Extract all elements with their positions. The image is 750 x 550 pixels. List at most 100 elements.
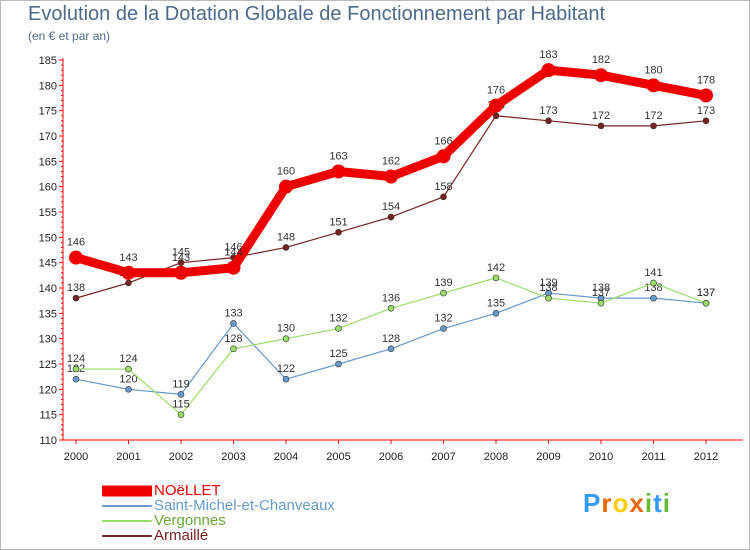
legend-label-noellet: NOëLLET (154, 482, 221, 499)
data-label: 151 (329, 216, 347, 228)
data-label: 144 (224, 247, 242, 259)
y-tick-label: 170 (39, 131, 57, 143)
x-tick-label: 2003 (221, 451, 245, 463)
data-point (492, 274, 500, 282)
y-tick-label: 185 (39, 55, 57, 67)
y-tick-label: 140 (39, 283, 57, 295)
data-point (177, 259, 185, 266)
data-point (650, 279, 657, 287)
data-label: 122 (277, 363, 295, 375)
data-point (335, 360, 342, 368)
y-tick-label: 120 (39, 384, 57, 396)
data-point (282, 244, 290, 251)
data-label: 145 (172, 247, 190, 259)
data-point (545, 294, 552, 302)
data-point (436, 149, 451, 164)
data-point (174, 265, 188, 280)
y-tick-label: 180 (39, 80, 57, 92)
y-tick-label: 110 (39, 435, 57, 447)
data-point (72, 294, 80, 302)
x-tick-label: 2002 (169, 451, 193, 463)
data-label: 132 (329, 313, 347, 325)
data-point (545, 117, 552, 125)
data-label: 136 (382, 292, 400, 304)
data-label: 146 (67, 237, 85, 249)
x-tick-label: 2004 (274, 451, 298, 463)
chart-title: Evolution de la Dotation Globale de Fonc… (28, 3, 606, 25)
data-label: 135 (487, 297, 505, 309)
data-label: 182 (592, 54, 610, 66)
data-label: 138 (539, 282, 557, 294)
data-point (335, 325, 342, 332)
data-point (650, 122, 657, 130)
legend-swatch-saint-michel (102, 504, 152, 507)
data-label: 139 (539, 277, 557, 289)
data-label: 143 (119, 252, 137, 264)
logo-letter: i (662, 488, 671, 518)
data-label: 128 (224, 333, 242, 345)
data-point (72, 365, 80, 373)
data-point (125, 386, 132, 393)
y-tick-label: 135 (39, 308, 57, 320)
data-point (72, 375, 80, 383)
data-point (492, 310, 500, 317)
data-label: 132 (434, 313, 452, 325)
data-point (384, 169, 398, 184)
x-tick-label: 2000 (64, 451, 88, 463)
data-point (440, 193, 447, 201)
data-point (282, 335, 290, 342)
data-point (387, 304, 395, 312)
logo-letter: t (653, 488, 663, 518)
data-label: 146 (224, 242, 242, 254)
data-point (121, 265, 136, 280)
data-point (125, 279, 132, 287)
data-label: 148 (277, 231, 295, 243)
data-label: 162 (382, 156, 400, 168)
logo-letter: x (629, 488, 645, 518)
data-point (69, 250, 83, 265)
data-label: 172 (592, 110, 610, 122)
data-point (125, 365, 132, 373)
y-tick-label: 175 (39, 106, 57, 118)
x-tick-label: 2012 (694, 451, 718, 463)
data-point (650, 294, 657, 302)
y-tick-label: 160 (39, 182, 57, 194)
x-tick-label: 2009 (536, 451, 560, 463)
y-tick-label: 155 (39, 207, 57, 219)
data-point (597, 299, 605, 307)
data-point (226, 260, 241, 275)
data-label: 119 (172, 378, 190, 390)
logo-letter: o (612, 488, 630, 518)
data-label: 143 (172, 252, 190, 264)
legend-label-saint-michel: Saint-Michel-et-Chanveaux (154, 497, 335, 514)
data-point (492, 112, 500, 120)
data-label: 141 (644, 267, 662, 279)
legend-swatch-armaille (102, 534, 152, 537)
x-tick-label: 2006 (379, 451, 403, 463)
data-label: 128 (382, 333, 400, 345)
x-tick-label: 2008 (484, 451, 508, 463)
y-tick-label: 150 (39, 232, 57, 244)
data-label: 137 (697, 287, 715, 299)
legend-swatch-noellet (102, 485, 152, 496)
proxiti-logo: Proxiti (583, 488, 671, 519)
x-tick-label: 2005 (326, 451, 350, 463)
legend-swatch-vergonnes (102, 519, 152, 522)
data-point (699, 88, 713, 103)
data-label: 178 (697, 74, 715, 86)
data-point (230, 345, 237, 353)
data-point (594, 68, 608, 83)
data-label: 163 (329, 150, 347, 162)
y-tick-label: 125 (39, 359, 57, 371)
data-point (230, 320, 237, 327)
data-label: 115 (172, 399, 190, 411)
data-label: 139 (434, 277, 452, 289)
data-point (335, 228, 342, 236)
data-point (440, 325, 447, 332)
data-label: 124 (119, 353, 137, 365)
y-tick-label: 165 (39, 156, 57, 168)
data-point (177, 391, 185, 398)
data-label: 158 (434, 181, 452, 193)
y-tick-label: 115 (39, 410, 57, 422)
